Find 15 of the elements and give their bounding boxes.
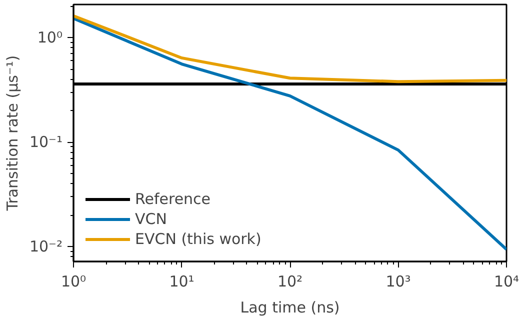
x-tick-label: 10⁴: [494, 272, 520, 290]
line-series: [74, 16, 506, 251]
x-axis-title: Lag time (ns): [240, 298, 340, 316]
legend-label: Reference: [135, 190, 211, 208]
x-tick-label: 10²: [277, 272, 303, 290]
legend-label: EVCN (this work): [135, 230, 262, 248]
y-tick-label: 10⁻¹: [29, 133, 63, 152]
legend-label: VCN: [135, 210, 167, 228]
y-tick-label: 10⁰: [37, 28, 63, 47]
x-tick-label: 10⁰: [60, 272, 86, 290]
x-tick-label: 10¹: [169, 272, 194, 290]
line-series: [74, 14, 506, 84]
x-tick-label: 10³: [386, 272, 411, 290]
y-tick-label: 10⁻²: [29, 238, 63, 256]
y-axis-title: Transition rate (μs⁻¹): [3, 55, 22, 212]
